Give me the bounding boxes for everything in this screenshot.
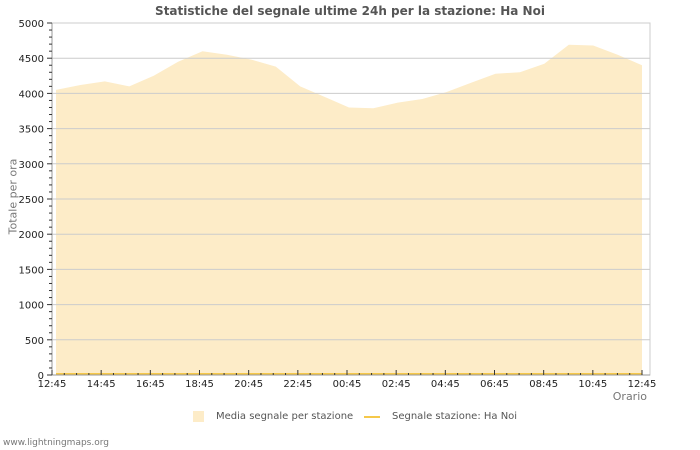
- site-credit: www.lightningmaps.org: [3, 438, 109, 448]
- y-tick-label: 2500: [19, 195, 44, 206]
- x-tick-label: 14:45: [87, 379, 116, 390]
- y-tick-label: 5000: [19, 19, 44, 30]
- y-axis-ticks: 0 500 1000 1500 2000 2500 3000 3500 4000 4500 5000: [19, 19, 52, 382]
- chart-title: Statistiche del segnale ultime 24h per l…: [155, 4, 545, 18]
- y-tick-label: 2000: [19, 230, 44, 241]
- x-tick-label: 06:45: [480, 379, 509, 390]
- y-tick-label: 500: [25, 336, 44, 347]
- x-tick-label: 12:45: [38, 379, 67, 390]
- average-signal-area: [56, 44, 642, 376]
- x-axis-ticks: 12:45 14:45 16:45 18:45 20:45 22:45 00:45 02:45…: [38, 370, 657, 390]
- x-tick-label: 22:45: [283, 379, 312, 390]
- x-tick-label: 00:45: [333, 379, 362, 390]
- legend-label: Segnale stazione: Ha Noi: [392, 411, 518, 422]
- y-tick-label: 0: [38, 371, 44, 382]
- x-tick-label: 04:45: [431, 379, 460, 390]
- y-tick-label: 3500: [19, 125, 44, 136]
- y-tick-label: 3000: [19, 160, 44, 171]
- x-tick-label: 10:45: [578, 379, 607, 390]
- y-tick-label: 4500: [19, 54, 44, 65]
- legend-label: Media segnale per stazione: [216, 411, 354, 422]
- y-tick-label: 4000: [19, 89, 44, 100]
- line-swatch-icon: [364, 415, 380, 418]
- x-tick-label: 18:45: [185, 379, 214, 390]
- x-tick-label: 20:45: [234, 379, 263, 390]
- y-tick-label: 1000: [19, 301, 44, 312]
- y-tick-label: 1500: [19, 265, 44, 276]
- legend-item-average: Media segnale per stazione: [193, 411, 353, 422]
- gridlines-overlay: [52, 22, 650, 341]
- x-axis-label: Orario: [612, 390, 647, 403]
- x-tick-label: 16:45: [136, 379, 165, 390]
- x-tick-label: 02:45: [382, 379, 411, 390]
- x-tick-label: 08:45: [529, 379, 558, 390]
- legend-item-station: Segnale stazione: Ha Noi: [364, 411, 517, 422]
- area-swatch-icon: [193, 411, 204, 422]
- x-tick-label: 12:45: [628, 379, 657, 390]
